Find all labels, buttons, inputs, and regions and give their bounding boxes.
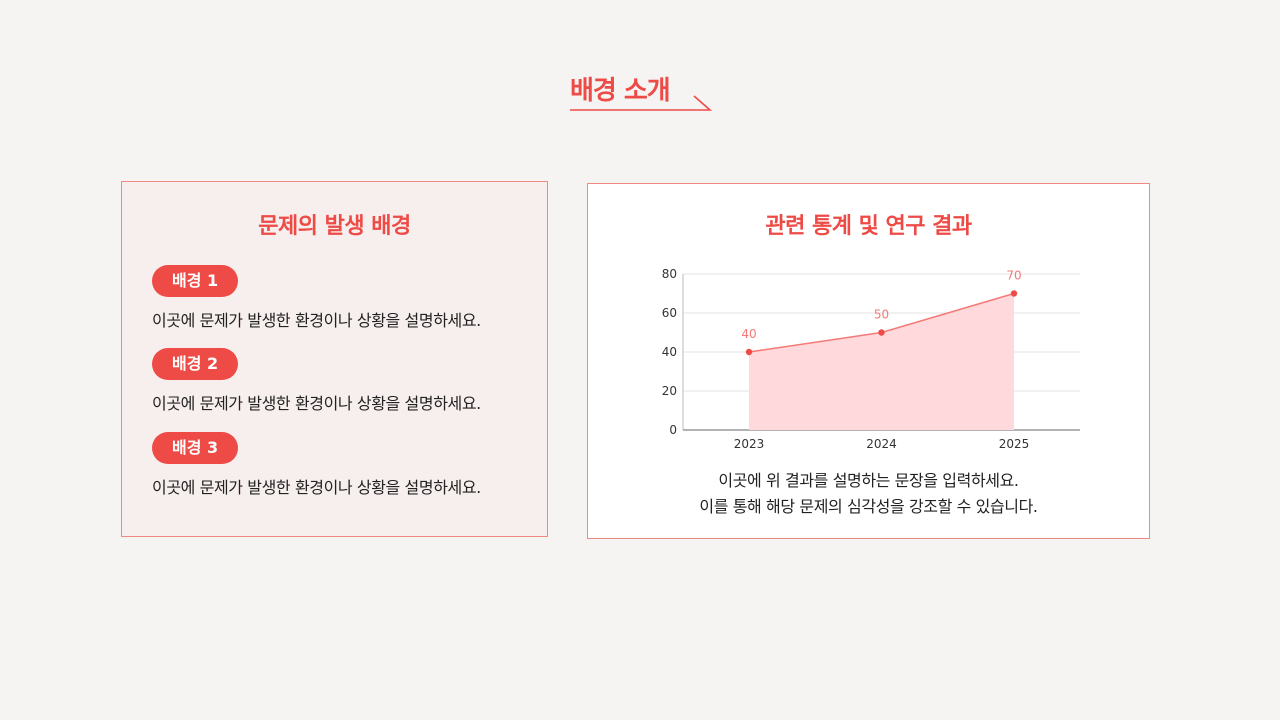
x-tick-label: 2025 — [999, 437, 1030, 451]
x-tick-label: 2024 — [866, 437, 897, 451]
background-item-1: 배경 1 이곳에 문제가 발생한 환경이나 상황을 설명하세요. — [152, 265, 481, 331]
page-title-group: 배경 소개 — [568, 66, 718, 116]
background-text-3: 이곳에 문제가 발생한 환경이나 상황을 설명하세요. — [152, 478, 481, 497]
data-label: 50 — [874, 308, 889, 322]
page-title: 배경 소개 — [570, 76, 671, 106]
chart-caption-line-1: 이곳에 위 결과를 설명하는 문장을 입력하세요. — [718, 471, 1019, 490]
background-item-2: 배경 2 이곳에 문제가 발생한 환경이나 상황을 설명하세요. — [152, 348, 481, 414]
chart-caption-line-2: 이를 통해 해당 문제의 심각성을 강조할 수 있습니다. — [699, 497, 1038, 516]
background-text-1: 이곳에 문제가 발생한 환경이나 상황을 설명하세요. — [152, 311, 481, 330]
y-tick-label: 0 — [669, 423, 677, 437]
background-item-3: 배경 3 이곳에 문제가 발생한 환경이나 상황을 설명하세요. — [152, 432, 481, 498]
statistics-area-chart: 0 20 40 60 80 40 50 70 2023 2024 2025 — [662, 267, 1080, 451]
statistics-card: 관련 통계 및 연구 결과 0 20 40 60 80 40 50 70 2023 2024 202… — [587, 183, 1150, 539]
card-title-statistics: 관련 통계 및 연구 결과 — [765, 214, 972, 239]
background-badge-3: 배경 3 — [152, 432, 239, 464]
card-title-problem: 문제의 발생 배경 — [258, 214, 411, 239]
data-point — [1010, 290, 1018, 297]
data-point — [878, 329, 885, 336]
x-tick-label: 2023 — [734, 437, 765, 451]
background-text-2: 이곳에 문제가 발생한 환경이나 상황을 설명하세요. — [152, 394, 481, 413]
y-tick-label: 80 — [662, 267, 677, 281]
y-tick-label: 40 — [662, 345, 677, 359]
data-label: 40 — [741, 327, 756, 341]
data-point — [745, 348, 753, 356]
y-tick-label: 20 — [662, 384, 677, 398]
problem-background-card: 문제의 발생 배경 배경 1 이곳에 문제가 발생한 환경이나 상황을 설명하세… — [121, 181, 548, 537]
y-tick-label: 60 — [662, 306, 677, 320]
background-badge-2: 배경 2 — [152, 348, 239, 380]
area-fill — [749, 293, 1014, 430]
title-underline-arrow — [570, 95, 713, 111]
chart-caption: 이곳에 위 결과를 설명하는 문장을 입력하세요. 이를 통해 해당 문제의 심… — [588, 468, 1149, 520]
background-badge-1: 배경 1 — [152, 265, 239, 297]
data-label: 70 — [1006, 269, 1021, 283]
